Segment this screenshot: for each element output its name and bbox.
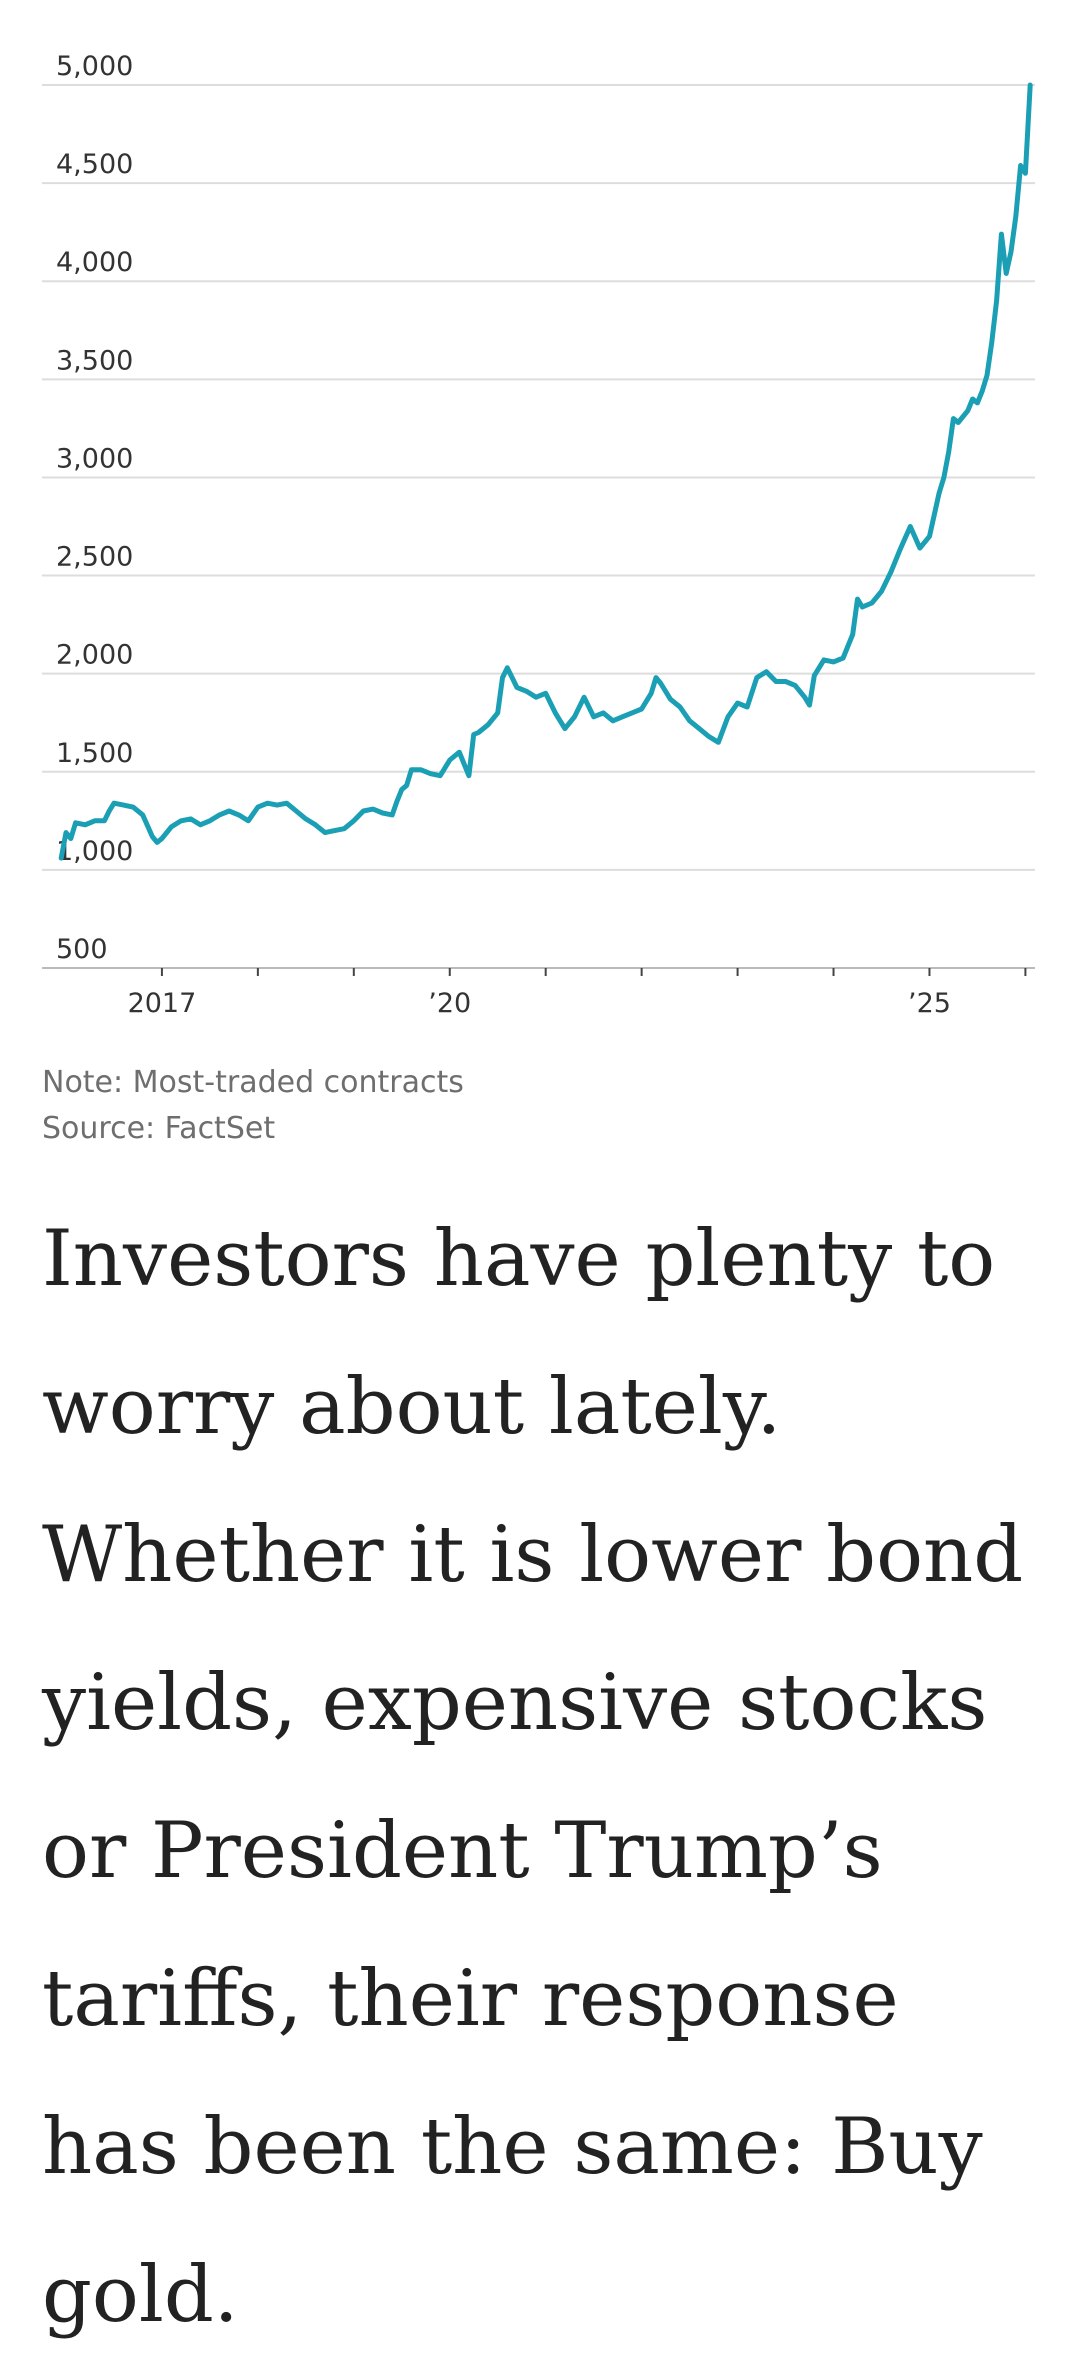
chart-note: Note: Most-traded contracts <box>42 1065 464 1100</box>
y-tick-label: 2,500 <box>56 542 133 573</box>
chart-notes: Note: Most-traded contracts Source: Fact… <box>42 1060 464 1152</box>
y-tick-label: 4,000 <box>56 247 133 278</box>
gold-price-line <box>58 82 1033 861</box>
y-tick-label: 4,500 <box>56 149 133 180</box>
x-tick-label: ’20 <box>428 988 471 1019</box>
y-tick-label: 500 <box>56 934 108 965</box>
article-paragraph: Investors have plenty to worry about lat… <box>42 1214 1024 2340</box>
y-axis-tick-labels: 500 1,000 1,500 2,000 2,500 3,000 3,500 4,000 4,… <box>56 51 133 965</box>
x-tick-label: ’25 <box>908 988 951 1019</box>
y-gridlines <box>42 84 1035 969</box>
price-series <box>58 82 1033 861</box>
x-tick-label: 2017 <box>128 988 197 1019</box>
chart-source: Source: FactSet <box>42 1111 276 1146</box>
gold-price-chart: 500 1,000 1,500 2,000 2,500 3,000 3,500 4,000 4,… <box>42 51 1035 1019</box>
y-tick-label: 3,000 <box>56 443 133 474</box>
y-tick-label: 5,000 <box>56 51 133 82</box>
y-tick-label: 1,500 <box>56 738 133 769</box>
y-tick-label: 1,000 <box>56 836 133 867</box>
y-tick-label: 2,000 <box>56 640 133 671</box>
x-axis-ticks: 2017 ’20 ’25 <box>128 968 1027 1019</box>
y-tick-label: 3,500 <box>56 345 133 376</box>
